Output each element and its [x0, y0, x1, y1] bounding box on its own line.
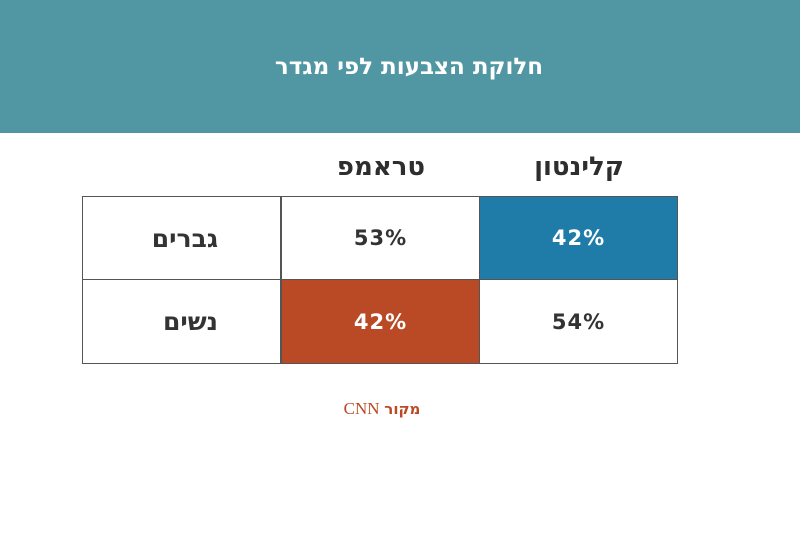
column-label-trump: טראמפ: [336, 152, 426, 182]
value-women-clinton: 54%: [551, 309, 606, 334]
row-label-cell-women: נשים: [82, 279, 281, 364]
header-banner: [0, 0, 800, 133]
cell-men-clinton: 42%: [479, 196, 678, 280]
cell-men-trump: 53%: [281, 196, 480, 280]
row-label-women: נשים: [162, 307, 218, 336]
cell-women-clinton: 54%: [479, 279, 678, 364]
row-label-men: גברים: [151, 223, 218, 253]
source-label: מקור: [384, 400, 421, 418]
source-name: CNN: [343, 399, 380, 418]
cell-women-trump: 42%: [281, 279, 480, 364]
row-label-cell-men: גברים: [82, 196, 281, 280]
chart-title: חלוקת הצבעות לפי מגדר: [274, 54, 544, 80]
column-label-clinton: קלינטון: [534, 152, 624, 182]
value-men-trump: 53%: [353, 226, 408, 250]
source-note: מקור CNN: [0, 399, 764, 419]
value-men-clinton: 42%: [551, 226, 606, 250]
value-women-trump: 42%: [353, 309, 408, 334]
